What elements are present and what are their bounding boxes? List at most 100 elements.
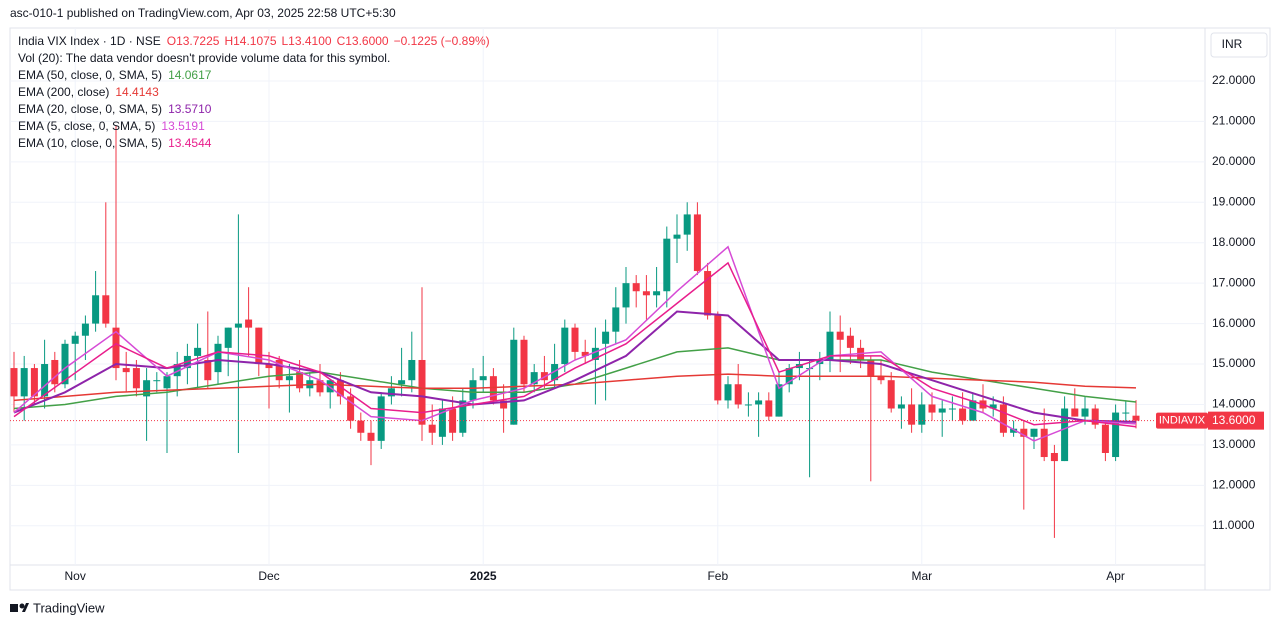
legend-name: EMA (10, close, 0, SMA, 5) — [18, 136, 162, 150]
candle-body — [530, 372, 538, 385]
candle-body — [81, 323, 89, 336]
candle-body — [683, 214, 691, 235]
candle-body — [653, 291, 661, 296]
candle-body — [428, 424, 436, 433]
candle-body — [296, 372, 304, 389]
candle-body — [408, 359, 416, 381]
y-tick-label: 16.0000 — [1212, 316, 1256, 330]
candle-body — [1061, 408, 1069, 462]
candle-body — [449, 408, 457, 433]
footer-brand: TradingView — [33, 600, 105, 615]
logo-mark — [22, 603, 29, 612]
candle-body — [591, 347, 599, 360]
candle-body — [214, 343, 222, 373]
volume-note: Vol (20): The data vendor doesn't provid… — [18, 51, 390, 65]
candle-body — [1071, 408, 1079, 417]
candle-body — [234, 323, 242, 328]
x-tick-label: 2025 — [470, 569, 497, 583]
y-tick-label: 17.0000 — [1212, 275, 1256, 289]
candle-body — [418, 359, 426, 425]
candle-body — [61, 343, 69, 385]
currency[interactable]: INR — [1222, 37, 1243, 51]
candle-body — [918, 404, 926, 425]
candle-body — [387, 388, 395, 397]
y-tick-label: 18.0000 — [1212, 235, 1256, 249]
candle-body — [999, 404, 1007, 433]
candle-body — [112, 327, 120, 369]
candle-body — [20, 368, 28, 397]
candle-body — [479, 376, 487, 381]
candle-body — [867, 359, 875, 377]
candle-body — [724, 384, 732, 401]
candle-body — [275, 359, 283, 381]
candle-body — [1081, 408, 1089, 417]
candle-body — [245, 319, 253, 328]
candle-body — [41, 364, 49, 397]
legend-name: EMA (5, close, 0, SMA, 5) — [18, 119, 155, 133]
candle-body — [102, 295, 110, 324]
candle-body — [459, 400, 467, 433]
candle-body — [714, 315, 722, 401]
candle-body — [1122, 412, 1130, 414]
ema-line — [13, 261, 1137, 428]
currency-box[interactable] — [1210, 32, 1268, 58]
candle-body — [642, 291, 650, 296]
y-tick-label: 19.0000 — [1212, 194, 1256, 208]
candle-body — [632, 283, 640, 292]
y-tick-label: 12.0000 — [1212, 478, 1256, 492]
candle-body — [836, 331, 844, 340]
last-price-label: 13.6000 — [1212, 413, 1256, 427]
candle-body — [92, 295, 100, 324]
logo-mark — [10, 604, 18, 612]
candle-body — [255, 327, 263, 365]
x-tick-label: Dec — [258, 569, 279, 583]
candle-body — [612, 307, 620, 332]
candle-body — [765, 400, 773, 417]
candle-body — [969, 400, 977, 421]
candle-body — [122, 368, 130, 373]
candle-body — [1010, 428, 1018, 433]
ema-line — [13, 310, 1137, 423]
candle-body — [51, 359, 59, 385]
candle-body — [602, 331, 610, 344]
candle-body — [1050, 452, 1058, 462]
candle-body — [194, 347, 202, 356]
candles — [10, 125, 1140, 538]
candle-body — [10, 368, 18, 397]
candle-body — [30, 368, 38, 397]
candle-body — [347, 396, 355, 421]
candle-body — [571, 327, 579, 352]
candle-body — [224, 327, 232, 348]
candle-body — [438, 408, 446, 437]
candle-body — [581, 351, 589, 356]
candle-body — [1132, 415, 1140, 421]
candle-body — [622, 283, 630, 308]
candle-body — [143, 380, 151, 397]
candle-body — [846, 335, 854, 348]
candle-body — [367, 432, 375, 441]
logo-mark — [19, 603, 25, 609]
ohlc-label: −0.1225 (−0.89%) — [394, 34, 490, 48]
candle-body — [520, 339, 528, 385]
candle-body — [285, 376, 293, 381]
legend-name: EMA (20, close, 0, SMA, 5) — [18, 102, 162, 116]
candle-body — [204, 359, 212, 381]
candle-body — [948, 408, 956, 410]
candle-body — [489, 376, 497, 401]
page-header: asc-010-1 published on TradingView.com, … — [10, 6, 396, 20]
candle-body — [173, 364, 181, 377]
candle-body — [755, 400, 763, 405]
candle-body — [1112, 412, 1120, 458]
candle-body — [265, 364, 273, 369]
frame — [9, 27, 1271, 591]
symbol-line: India VIX Index · 1D · NSE — [18, 34, 161, 48]
x-tick-label: Feb — [707, 569, 728, 583]
candle-body — [1030, 428, 1038, 437]
candle-body — [561, 327, 569, 365]
candle-body — [398, 380, 406, 385]
candle-body — [1040, 428, 1048, 458]
ticker-badge-label: INDIAVIX — [1159, 415, 1206, 427]
candle-body — [377, 396, 385, 441]
candle-body — [469, 380, 477, 401]
legend-name: EMA (50, close, 0, SMA, 5) — [18, 68, 162, 82]
